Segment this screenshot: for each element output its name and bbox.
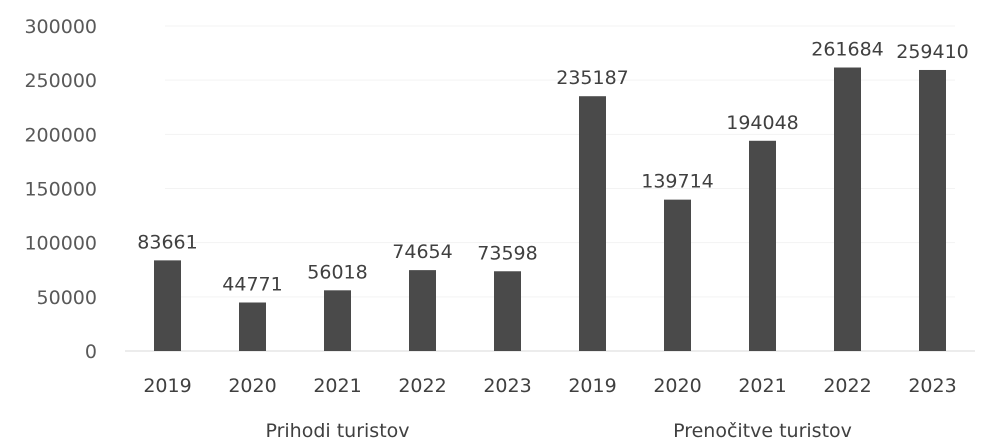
group-label: Prihodi turistov [265,420,409,441]
bar [579,96,606,351]
y-tick-label: 150000 [24,179,97,201]
bar [494,271,521,351]
data-label: 83661 [137,231,197,253]
bar [664,199,691,351]
bar [919,69,946,351]
y-tick-label: 300000 [24,16,97,38]
y-axis-ticks: 0 50000 100000 150000 200000 250000 300000 [24,16,97,363]
x-tick-label: 2023 [483,375,531,397]
data-label: 139714 [641,171,714,193]
x-tick-label: 2021 [313,375,361,397]
x-tick-label: 2022 [823,375,871,397]
y-tick-label: 50000 [37,287,97,309]
x-tick-label: 2022 [398,375,446,397]
group-labels: Prihodi turistov Prenočitve turistov [265,420,851,441]
x-tick-label: 2019 [143,375,191,397]
y-tick-label: 0 [85,341,97,363]
gridlines [125,25,975,352]
bars [154,67,946,351]
data-label: 73598 [477,242,537,264]
bar [154,260,181,351]
bar [324,290,351,351]
data-label: 259410 [896,41,969,63]
data-label: 235187 [556,67,629,89]
x-tick-label: 2020 [653,375,701,397]
x-tick-label: 2020 [228,375,276,397]
x-axis-ticks: 2019 2020 2021 2022 2023 2019 2020 2021 2022 2023 [143,375,956,397]
data-label: 194048 [726,112,799,134]
bar [409,270,436,351]
x-tick-label: 2019 [568,375,616,397]
bar [834,67,861,351]
group-label: Prenočitve turistov [673,420,852,441]
data-labels: 83661 44771 56018 74654 73598 235187 139714 194… [137,39,968,296]
x-tick-label: 2023 [908,375,956,397]
y-tick-label: 100000 [24,233,97,255]
bar [239,302,266,351]
bar [749,140,776,351]
data-label: 74654 [392,241,452,263]
data-label: 44771 [222,273,282,295]
y-tick-label: 200000 [24,124,97,146]
data-label: 56018 [307,261,367,283]
x-tick-label: 2021 [738,375,786,397]
y-tick-label: 250000 [24,70,97,92]
data-label: 261684 [811,39,884,61]
